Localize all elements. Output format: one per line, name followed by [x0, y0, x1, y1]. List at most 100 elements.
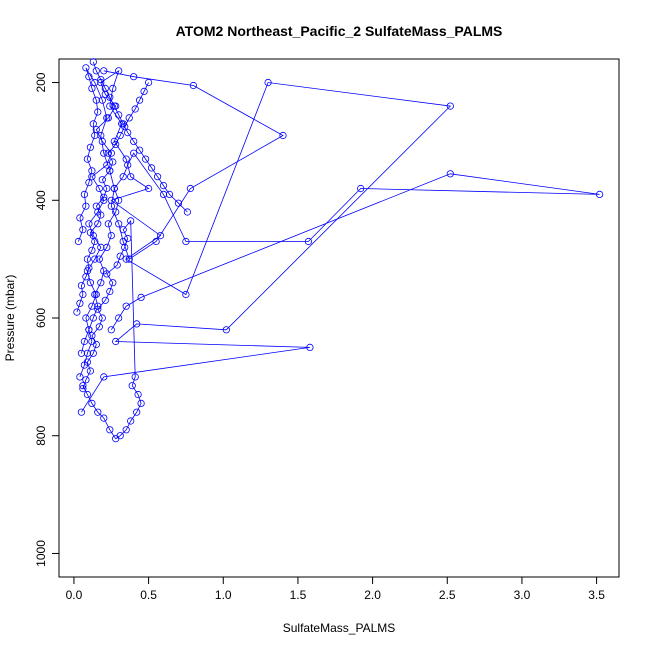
data-point — [165, 190, 174, 198]
y-tick-label: 600 — [34, 308, 48, 328]
data-point — [89, 349, 97, 357]
data-point — [76, 373, 84, 381]
data-point — [92, 202, 100, 210]
data-point — [145, 184, 153, 193]
data-point — [106, 93, 114, 101]
data-point — [85, 73, 93, 81]
data-point — [112, 337, 120, 346]
data-point — [77, 349, 86, 357]
data-point — [97, 131, 105, 140]
data-point — [95, 323, 103, 331]
plot-area — [73, 58, 604, 443]
data-point — [83, 349, 92, 357]
series-line — [78, 67, 284, 260]
data-point — [88, 84, 96, 93]
data-point — [115, 220, 123, 228]
data-point — [97, 211, 105, 219]
data-point — [279, 131, 287, 140]
data-point — [89, 120, 97, 128]
data-point — [446, 170, 454, 178]
data-point — [189, 81, 197, 90]
data-point — [98, 314, 106, 322]
data-point — [112, 435, 120, 443]
data-point — [119, 120, 127, 128]
data-point — [86, 279, 95, 287]
data-point — [125, 114, 133, 122]
data-point — [109, 279, 117, 287]
chart-title: ATOM2 Northeast_Pacific_2 SulfateMass_PA… — [176, 23, 503, 39]
data-point — [82, 376, 90, 384]
x-tick-label: 1.0 — [215, 588, 232, 602]
y-tick-label: 400 — [34, 190, 48, 210]
data-point — [116, 252, 124, 260]
data-point — [142, 155, 150, 163]
data-point — [73, 308, 81, 316]
data-point — [88, 332, 96, 340]
data-point — [88, 167, 96, 175]
data-point — [124, 129, 132, 137]
data-point — [76, 214, 84, 222]
data-point — [79, 290, 87, 299]
data-point — [106, 287, 114, 296]
data-point — [222, 326, 230, 334]
data-point — [159, 182, 168, 190]
data-point — [107, 202, 115, 210]
data-point — [145, 78, 153, 87]
data-point — [106, 102, 114, 110]
data-point — [106, 167, 114, 175]
data-point — [91, 290, 99, 299]
data-point — [110, 102, 118, 110]
data-point — [103, 184, 111, 193]
x-axis: 0.0 0.5 1.0 1.5 2.0 2.5 3.0 3.5 — [66, 576, 605, 602]
data-point — [148, 164, 156, 172]
data-point — [86, 367, 95, 375]
data-point — [88, 302, 96, 310]
plot-frame — [58, 58, 620, 578]
data-point — [127, 417, 135, 425]
data-point — [116, 131, 124, 140]
data-point — [103, 243, 111, 251]
data-point — [113, 261, 121, 269]
data-point — [83, 390, 92, 399]
data-point — [82, 314, 90, 322]
data-point — [92, 340, 100, 349]
data-point — [128, 382, 136, 390]
data-point — [94, 305, 102, 313]
data-point — [85, 220, 93, 228]
data-point — [140, 87, 148, 96]
data-point — [80, 337, 89, 346]
data-point — [182, 290, 190, 299]
data-point — [104, 149, 112, 157]
data-point — [130, 73, 138, 81]
data-point — [304, 237, 312, 246]
data-point — [86, 229, 95, 237]
data-point — [127, 173, 135, 181]
data-point — [82, 64, 90, 72]
data-point — [182, 237, 190, 246]
data-point — [121, 243, 129, 251]
data-point — [74, 237, 83, 246]
data-point — [122, 426, 130, 434]
data-point — [82, 202, 90, 210]
data-point — [97, 279, 105, 287]
data-point — [100, 67, 108, 75]
data-point — [115, 111, 123, 119]
data-point — [136, 146, 144, 154]
data-point — [357, 184, 365, 193]
data-point — [79, 382, 87, 390]
data-point — [88, 399, 96, 407]
data-point — [107, 232, 115, 240]
data-point — [95, 184, 103, 193]
data-point — [88, 173, 96, 181]
data-point — [100, 149, 108, 157]
data-point — [306, 343, 314, 351]
data-point — [124, 161, 132, 169]
data-point — [79, 384, 87, 393]
data-point — [115, 196, 123, 204]
data-point — [133, 408, 141, 416]
data-point — [91, 78, 99, 87]
data-point — [104, 220, 112, 228]
x-tick-label: 3.5 — [588, 588, 605, 602]
data-point — [110, 184, 118, 193]
data-point — [106, 426, 114, 434]
